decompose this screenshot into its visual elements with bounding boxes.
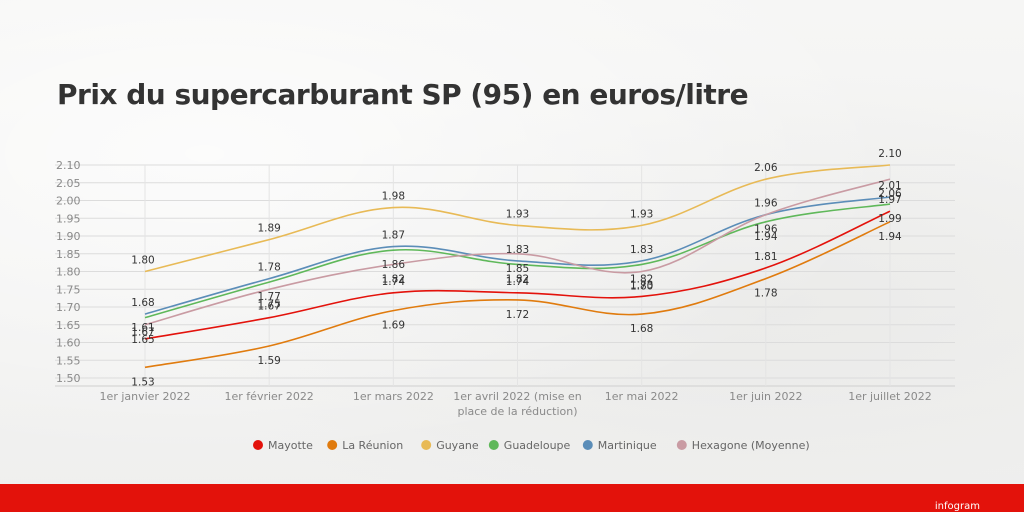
data-label: 1.97	[878, 194, 901, 206]
legend-marker	[676, 440, 687, 450]
x-tick-label: 1er avril 2022 (mise en place de la réduc…	[453, 390, 581, 418]
legend-marker	[582, 440, 593, 450]
y-tick-label: 2.00	[56, 195, 81, 208]
data-label: 2.06	[754, 162, 778, 174]
y-tick-label: 1.60	[56, 337, 81, 350]
x-tick-label: 1er mai 2022	[605, 390, 679, 403]
data-label: 1.83	[506, 244, 529, 256]
data-label: 1.93	[506, 208, 529, 220]
legend-entry: La Réunion	[342, 439, 403, 452]
x-tick-label: 1er février 2022	[225, 390, 314, 403]
legend-marker	[488, 440, 499, 450]
data-label: 1.53	[131, 376, 154, 388]
data-label: 2.01	[878, 180, 901, 192]
series-line	[144, 164, 891, 273]
data-label: 1.96	[754, 224, 778, 236]
legend-marker	[421, 440, 432, 450]
y-tick-label: 1.95	[56, 212, 81, 225]
data-label: 1.67	[131, 327, 154, 339]
legend-entry: Guyane	[436, 439, 479, 452]
x-tick-label: 1er juillet 2022	[848, 390, 932, 403]
data-label: 1.82	[382, 273, 405, 285]
data-label: 1.83	[630, 244, 653, 256]
data-label: 1.82	[506, 273, 529, 285]
data-label: 1.74	[506, 276, 530, 288]
data-label: 1.82	[630, 273, 653, 285]
legend-entry: Guadeloupe	[504, 439, 571, 452]
x-tick-label: 1er mars 2022	[353, 390, 434, 403]
data-label: 1.65	[131, 334, 154, 346]
series-line	[144, 178, 891, 326]
data-label: 1.80	[131, 255, 154, 267]
data-label: 2.10	[878, 148, 901, 160]
data-label: 1.87	[382, 230, 405, 242]
data-label: 1.80	[630, 281, 653, 293]
data-label: 1.78	[257, 262, 280, 274]
y-tick-label: 2.05	[56, 177, 81, 190]
x-tick-label: 1er janvier 2022	[100, 390, 191, 403]
legend-marker	[327, 440, 338, 450]
data-label: 1.75	[257, 298, 280, 310]
y-tick-label: 1.75	[56, 283, 81, 296]
data-label: 1.98	[382, 191, 405, 203]
data-label: 1.89	[257, 223, 280, 235]
y-tick-label: 2.10	[56, 159, 81, 172]
data-label: 1.96	[754, 198, 778, 210]
data-label: 1.77	[257, 291, 280, 303]
x-tick-label: 1er juin 2022	[729, 390, 802, 403]
data-label: 1.85	[506, 263, 529, 275]
data-label: 1.94	[878, 231, 902, 243]
y-tick-label: 1.85	[56, 248, 81, 261]
data-label: 1.69	[382, 320, 405, 332]
data-label: 1.93	[630, 208, 653, 220]
data-label: 1.72	[506, 309, 529, 321]
y-tick-label: 1.90	[56, 230, 81, 243]
data-label: 1.73	[630, 279, 653, 291]
line-chart: 1.50 1.55 1.60 1.65 1.70 1.75 1.80 1.85 1.90 1.95…	[55, 148, 955, 452]
legend-entry: Mayotte	[268, 439, 313, 452]
data-label: 1.86	[382, 259, 406, 271]
brand-label: infogram	[934, 501, 980, 512]
y-tick-label: 1.80	[56, 266, 81, 279]
series-line	[144, 221, 891, 369]
data-label: 1.78	[754, 288, 777, 300]
data-label: 1.94	[754, 231, 778, 243]
data-label: 1.68	[630, 323, 653, 335]
data-label: 1.99	[878, 213, 901, 225]
series-line	[144, 203, 891, 319]
y-tick-label: 1.70	[56, 301, 81, 314]
data-label: 1.59	[257, 355, 280, 367]
y-tick-label: 1.50	[56, 372, 81, 385]
data-label: 1.67	[257, 301, 280, 313]
footer-bar	[0, 484, 1024, 512]
y-tick-label: 1.65	[56, 319, 81, 332]
data-label: 1.74	[382, 276, 406, 288]
data-label: 1.68	[131, 297, 154, 309]
data-label: 1.81	[754, 251, 777, 263]
y-tick-label: 1.55	[56, 354, 81, 367]
data-label: 1.61	[131, 322, 154, 334]
legend-entry: Hexagone (Moyenne)	[692, 439, 810, 452]
series-line	[144, 210, 891, 340]
legend-marker	[253, 440, 263, 450]
data-label: 2.06	[878, 188, 902, 200]
legend-entry: Martinique	[598, 439, 657, 452]
chart-title: Prix du supercarburant SP (95) en euros/…	[57, 78, 749, 111]
